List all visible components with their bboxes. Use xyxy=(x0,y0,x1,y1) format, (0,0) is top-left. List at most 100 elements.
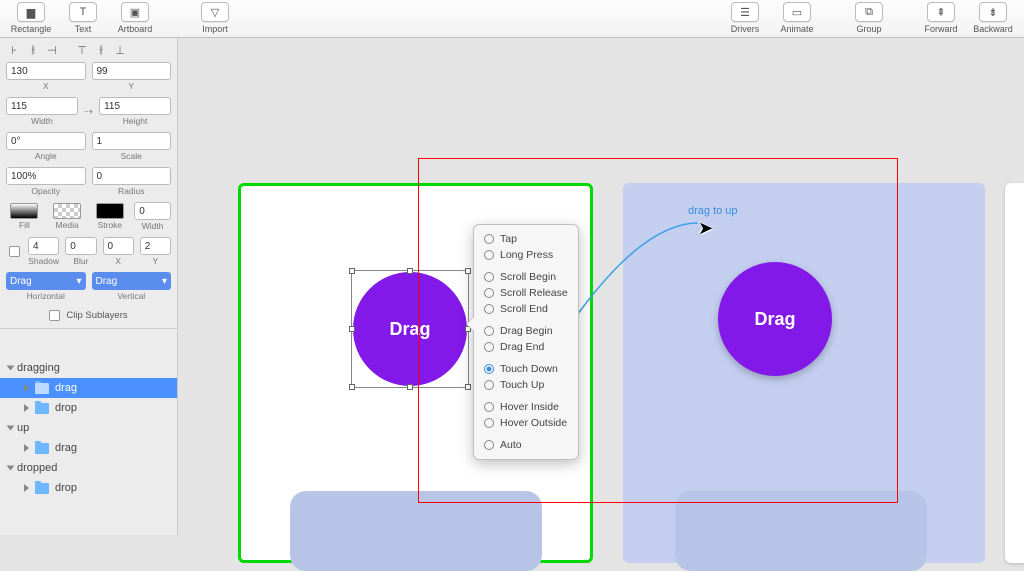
artboard-dropped[interactable] xyxy=(1005,183,1024,563)
animate-btn-label: Animate xyxy=(780,24,813,34)
menu-item-hover-inside[interactable]: Hover Inside xyxy=(482,399,570,415)
menu-item-label: Touch Up xyxy=(500,379,544,391)
disclosure-icon[interactable] xyxy=(7,426,15,431)
radio-icon xyxy=(484,440,494,450)
radius-label: Radius xyxy=(118,186,144,196)
menu-item-label: Touch Down xyxy=(500,363,558,375)
layer-item-drop[interactable]: drop xyxy=(0,398,177,418)
menu-item-scroll-begin[interactable]: Scroll Begin xyxy=(482,269,570,285)
artboard-tool-label: Artboard xyxy=(118,24,153,34)
radio-icon xyxy=(484,288,494,298)
layer-group-dropped[interactable]: dropped xyxy=(0,458,177,478)
text-tool-label: Text xyxy=(75,24,92,34)
menu-item-label: Auto xyxy=(500,439,522,451)
media-swatch[interactable] xyxy=(53,203,81,219)
artboard-tool[interactable]: ▣Artboard xyxy=(110,2,160,34)
menu-item-touch-down[interactable]: Touch Down xyxy=(482,361,570,377)
width-label: Width xyxy=(31,116,53,126)
height-input[interactable] xyxy=(99,97,171,115)
x-label: X xyxy=(43,81,49,91)
disclosure-icon[interactable] xyxy=(7,366,15,371)
menu-item-drag-end[interactable]: Drag End xyxy=(482,339,570,355)
menu-item-label: Drag End xyxy=(500,341,544,353)
align-right-icon[interactable]: ⊣ xyxy=(44,43,60,57)
canvas[interactable]: Drag Drag drag to up TapLong PressScroll… xyxy=(178,38,1024,535)
layer-group-label: up xyxy=(17,422,29,434)
radio-icon xyxy=(484,272,494,282)
resize-handle-nw[interactable] xyxy=(349,268,355,274)
menu-item-tap[interactable]: Tap xyxy=(482,231,570,247)
menu-item-scroll-release[interactable]: Scroll Release xyxy=(482,285,570,301)
rectangle-tool[interactable]: ▆Rectangle xyxy=(6,2,56,34)
scale-input[interactable] xyxy=(92,132,172,150)
text-tool[interactable]: TText xyxy=(58,2,108,34)
vertical-select[interactable]: Drag▾ xyxy=(92,272,172,290)
fill-swatch[interactable] xyxy=(10,203,38,219)
group-btn[interactable]: ⧉Group xyxy=(844,2,894,34)
menu-item-hover-outside[interactable]: Hover Outside xyxy=(482,415,570,431)
menu-item-drag-begin[interactable]: Drag Begin xyxy=(482,323,570,339)
backward-btn-icon: ⇟ xyxy=(979,2,1007,22)
layer-item-label: drag xyxy=(55,442,77,454)
layer-item-drag[interactable]: drag xyxy=(0,438,177,458)
align-bottom-icon[interactable]: ⊥ xyxy=(112,43,128,57)
rectangle-tool-label: Rectangle xyxy=(11,24,52,34)
backward-btn[interactable]: ⇟ Backward xyxy=(968,2,1018,34)
radius-input[interactable] xyxy=(92,167,172,185)
layer-item-drop[interactable]: drop xyxy=(0,478,177,498)
import-btn[interactable]: ▽ Import xyxy=(190,2,240,34)
menu-item-auto[interactable]: Auto xyxy=(482,437,570,453)
radio-icon xyxy=(484,250,494,260)
y-input[interactable] xyxy=(92,62,172,80)
radio-icon xyxy=(484,342,494,352)
menu-item-long-press[interactable]: Long Press xyxy=(482,247,570,263)
horizontal-select[interactable]: Drag▾ xyxy=(6,272,86,290)
shadow-x-label: X xyxy=(115,256,121,266)
clip-checkbox[interactable] xyxy=(49,310,60,321)
disclosure-icon[interactable] xyxy=(24,484,29,492)
disclosure-icon[interactable] xyxy=(7,466,15,471)
drivers-btn[interactable]: ☰Drivers xyxy=(720,2,770,34)
stroke-width-label: Width xyxy=(142,221,164,231)
stroke-swatch[interactable] xyxy=(96,203,124,219)
inspector-panel: ⊦ ⫲ ⊣ ⊤ ⫲ ⊥ X Y Width ⇢ Height Angle Sca… xyxy=(0,38,178,535)
angle-input[interactable] xyxy=(6,132,86,150)
resize-handle-sw[interactable] xyxy=(349,384,355,390)
shadow-input[interactable] xyxy=(28,237,59,255)
disclosure-icon[interactable] xyxy=(24,444,29,452)
align-middle-icon[interactable]: ⫲ xyxy=(93,43,109,57)
forward-btn[interactable]: ⇞Forward xyxy=(916,2,966,34)
resize-handle-s[interactable] xyxy=(407,384,413,390)
width-input[interactable] xyxy=(6,97,78,115)
menu-item-label: Scroll Release xyxy=(500,287,568,299)
stroke-width-input[interactable] xyxy=(134,202,171,220)
layer-group-label: dragging xyxy=(17,362,60,374)
blur-label: Blur xyxy=(73,256,88,266)
layer-item-label: drag xyxy=(55,382,77,394)
align-center-icon[interactable]: ⫲ xyxy=(25,43,41,57)
shadow-x-input[interactable] xyxy=(103,237,134,255)
blur-input[interactable] xyxy=(65,237,96,255)
opacity-input[interactable] xyxy=(6,167,86,185)
disclosure-icon[interactable] xyxy=(24,384,29,392)
menu-item-touch-up[interactable]: Touch Up xyxy=(482,377,570,393)
backward-btn-label: Backward xyxy=(973,24,1013,34)
folder-icon xyxy=(35,403,49,414)
animate-btn[interactable]: ▭Animate xyxy=(772,2,822,34)
layer-group-up[interactable]: up xyxy=(0,418,177,438)
layer-item-drag[interactable]: drag xyxy=(0,378,177,398)
resize-handle-n[interactable] xyxy=(407,268,413,274)
layer-group-dragging[interactable]: dragging xyxy=(0,358,177,378)
fill-label: Fill xyxy=(19,220,30,230)
x-input[interactable] xyxy=(6,62,86,80)
resize-handle-w[interactable] xyxy=(349,326,355,332)
disclosure-icon[interactable] xyxy=(24,404,29,412)
shadow-checkbox[interactable] xyxy=(9,246,20,257)
align-top-icon[interactable]: ⊤ xyxy=(74,43,90,57)
drop-slot-2[interactable] xyxy=(675,491,927,571)
shadow-y-input[interactable] xyxy=(140,237,171,255)
menu-item-scroll-end[interactable]: Scroll End xyxy=(482,301,570,317)
menu-item-label: Hover Outside xyxy=(500,417,567,429)
align-left-icon[interactable]: ⊦ xyxy=(6,43,22,57)
drop-slot-1[interactable] xyxy=(290,491,542,571)
